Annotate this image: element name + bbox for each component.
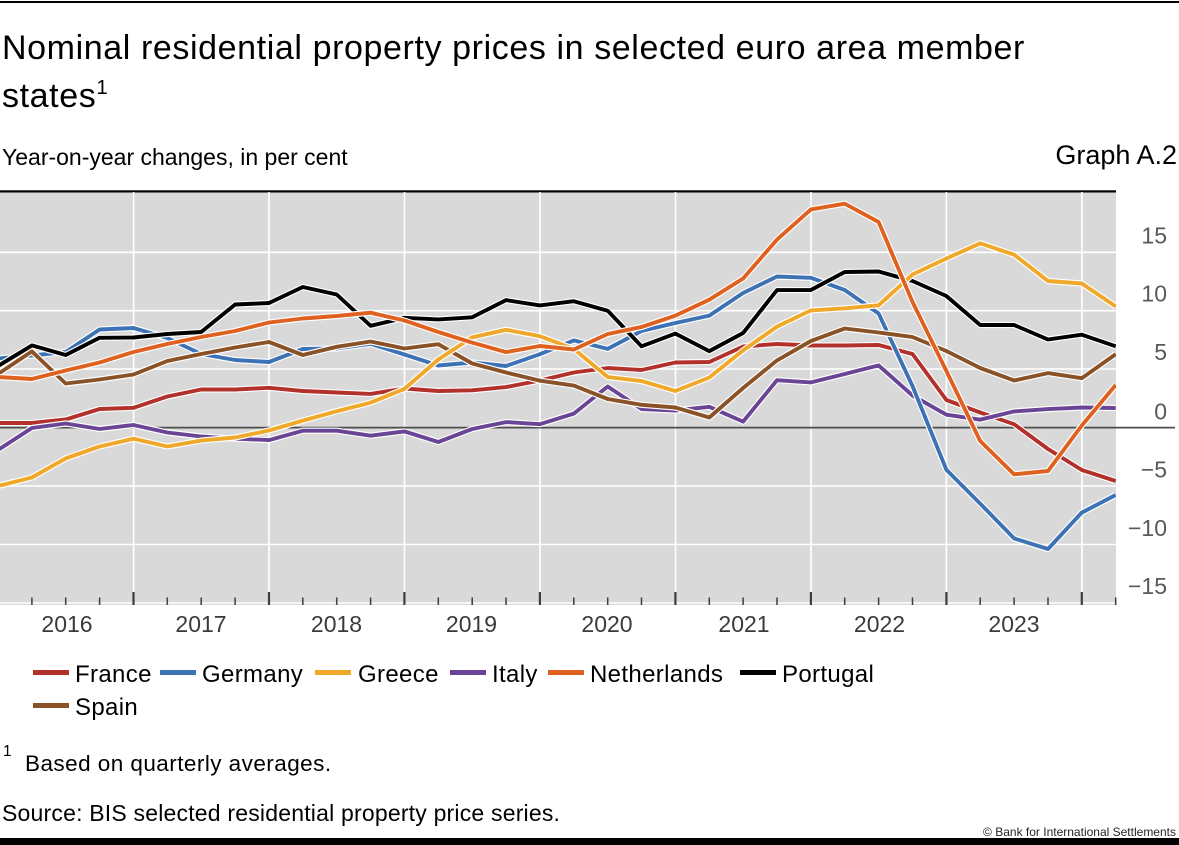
svg-text:2019: 2019: [446, 611, 497, 637]
svg-text:2017: 2017: [175, 611, 226, 637]
svg-text:2016: 2016: [41, 611, 92, 637]
svg-text:0: 0: [1154, 399, 1167, 425]
svg-text:2023: 2023: [988, 611, 1039, 637]
svg-text:2020: 2020: [581, 611, 632, 637]
svg-text:2022: 2022: [854, 611, 905, 637]
svg-text:15: 15: [1141, 223, 1167, 249]
svg-text:−10: −10: [1128, 515, 1167, 541]
svg-text:−5: −5: [1141, 457, 1167, 483]
svg-text:5: 5: [1154, 339, 1167, 365]
svg-text:10: 10: [1141, 281, 1167, 307]
svg-text:−15: −15: [1128, 573, 1167, 599]
svg-text:2018: 2018: [311, 611, 362, 637]
svg-text:2021: 2021: [718, 611, 769, 637]
